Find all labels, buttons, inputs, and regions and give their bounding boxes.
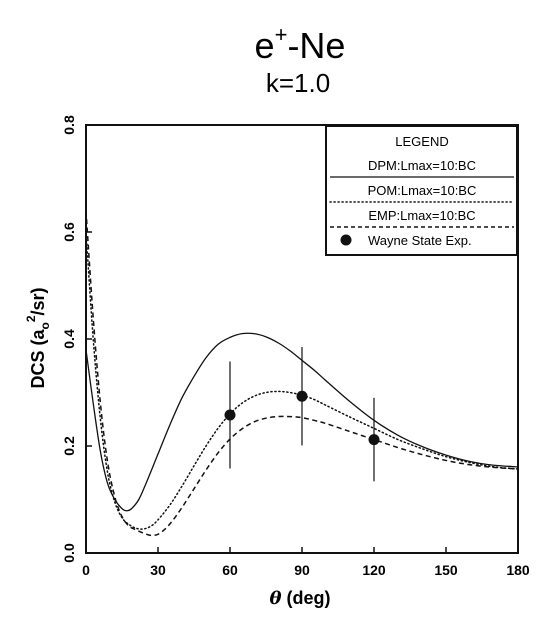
legend-box [325, 125, 518, 256]
series-line-dpm [85, 332, 519, 512]
y-axis-label: DCS (ao2/sr) [24, 287, 52, 388]
x-tick-label: 90 [294, 562, 310, 578]
legend-entry-pom: POM:Lmax=10:BC [368, 183, 477, 198]
y-axis-label-prefix: DCS (a [28, 329, 48, 389]
chart-title: e+-Ne [255, 22, 346, 66]
legend-entry-emp: EMP:Lmax=10:BC [368, 208, 475, 223]
x-tick-label: 60 [222, 562, 238, 578]
y-tick-label: 0.6 [61, 222, 77, 242]
x-tick-label: 0 [82, 562, 90, 578]
y-axis-label-suffix: /sr) [28, 287, 48, 315]
axis-ticks: 0 30 60 90 120 150 180 0.0 0.2 0.4 0.6 0.8 [61, 115, 530, 578]
x-tick-label: 180 [506, 562, 530, 578]
x-axis-label-unit: (deg) [282, 588, 331, 608]
legend-marker-exp [340, 234, 352, 246]
x-axis-label: θ (deg) [269, 588, 330, 609]
y-tick-label: 0.4 [61, 329, 77, 349]
legend-entry-exp: Wayne State Exp. [368, 233, 472, 248]
experiment-group [224, 347, 380, 482]
chart-title-rest: -Ne [287, 25, 345, 66]
x-axis-label-symbol: θ [269, 588, 281, 609]
series-group [85, 210, 519, 537]
legend-entry-dpm: DPM:Lmax=10:BC [368, 158, 476, 173]
y-tick-label: 0.8 [61, 115, 77, 135]
y-tick-label: 0.0 [61, 543, 77, 563]
chart-title-sup: + [275, 22, 288, 47]
x-tick-label: 120 [362, 562, 386, 578]
experiment-point [368, 434, 380, 446]
experiment-point [224, 409, 236, 421]
chart-title-main: e [255, 25, 275, 66]
chart-subtitle: k=1.0 [266, 68, 330, 98]
y-tick-label: 0.2 [61, 436, 77, 456]
legend: LEGEND DPM:Lmax=10:BC POM:Lmax=10:BC EMP… [325, 125, 518, 256]
x-tick-label: 150 [434, 562, 458, 578]
x-tick-label: 30 [150, 562, 166, 578]
experiment-point [296, 390, 308, 402]
y-axis-label-sup: 2 [24, 315, 38, 322]
series-line-emp [85, 210, 519, 537]
legend-title: LEGEND [395, 134, 448, 149]
y-axis-label-sub: o [38, 322, 52, 329]
